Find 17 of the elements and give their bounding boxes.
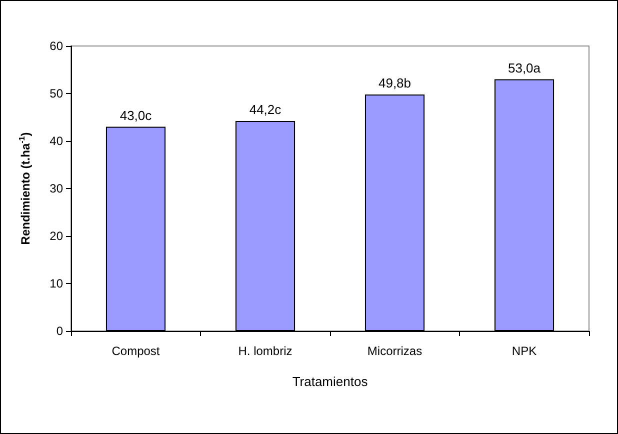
data-label: 43,0c bbox=[120, 108, 152, 123]
x-tick-label: Micorrizas bbox=[367, 344, 422, 358]
data-label: 49,8b bbox=[378, 75, 412, 90]
x-tick-label: H. lombriz bbox=[238, 344, 292, 358]
y-tick-label: 0 bbox=[56, 324, 64, 338]
y-axis-title: Rendimiento (t.ha-1) bbox=[18, 132, 32, 245]
data-label: 53,0a bbox=[508, 60, 542, 76]
y-tick-label: 40 bbox=[50, 134, 64, 148]
data-label: 44,2c bbox=[249, 102, 282, 118]
x-tick-label: NPK bbox=[512, 344, 537, 358]
x-tick-label: Compost bbox=[112, 344, 160, 358]
y-tick-label: 20 bbox=[50, 229, 64, 243]
y-tick-label: 60 bbox=[50, 39, 64, 53]
y-tick-label: 30 bbox=[50, 182, 64, 196]
y-tick-label: 50 bbox=[50, 86, 64, 100]
x-axis-title: Tratamientos bbox=[292, 374, 368, 389]
y-tick-label: 10 bbox=[50, 276, 64, 290]
